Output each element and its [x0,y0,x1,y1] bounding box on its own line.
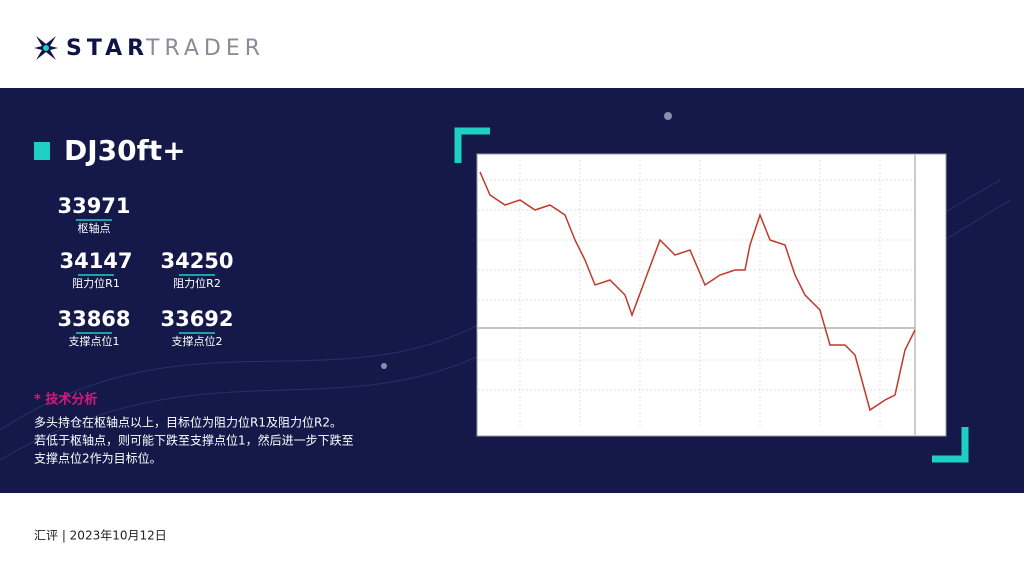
chart-screenshot [476,153,947,437]
level-value: 33868 [57,307,130,331]
level-label: 支撑点位1 [69,334,120,348]
chart-price-path [479,171,916,412]
analysis-text: 多头持仓在枢轴点以上，目标位为阻力位R1及阻力位R2。若低于枢轴点，则可能下跌至… [34,415,354,466]
level-label: 阻力位R1 [72,276,120,290]
analysis-line: 多头持仓在枢轴点以上，目标位为阻力位R1及阻力位R2。 [34,415,342,430]
level-label: 阻力位R2 [173,276,221,290]
level-value: 34250 [160,249,233,273]
levels: 33971 枢轴点 34147 阻力位R1 34250 阻力位R2 33868 支撑点位1 33… [57,194,233,348]
analysis-line: 支撑点位2作为目标位。 [34,451,162,466]
level-label: 支撑点位2 [172,334,223,348]
brackets [454,127,969,463]
title: DJ30ft+ [64,134,186,167]
level-label: 枢轴点 [78,221,111,235]
level-value: 33971 [57,194,130,218]
level-value: 33692 [160,307,233,331]
analysis-heading: * 技术分析 [34,392,97,408]
logo-icon [34,36,58,60]
logo-bold: STAR [66,36,149,61]
footer: 汇评 | 2023年10月12日 [34,529,167,543]
level-value: 34147 [59,249,132,273]
chart-grid [478,160,915,425]
title-marker [34,142,50,160]
logo-light: TRADER [145,36,265,61]
analysis-line: 若低于枢轴点，则可能下跌至支撑点位1，然后进一步下跌至 [34,433,354,448]
chart-frame [476,153,947,437]
